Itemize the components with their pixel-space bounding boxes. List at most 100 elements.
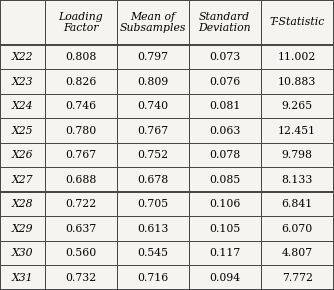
- Bar: [189, 118, 261, 143]
- Text: 0.705: 0.705: [137, 199, 168, 209]
- Text: 8.133: 8.133: [282, 175, 313, 185]
- Text: 0.094: 0.094: [209, 273, 240, 283]
- Text: X25: X25: [12, 126, 33, 136]
- Bar: [189, 70, 261, 94]
- Text: 0.078: 0.078: [209, 150, 240, 160]
- Text: 0.678: 0.678: [137, 175, 168, 185]
- Text: 0.637: 0.637: [65, 224, 97, 234]
- Text: 0.545: 0.545: [137, 248, 168, 258]
- Text: X24: X24: [12, 101, 33, 111]
- Bar: [189, 266, 261, 290]
- Text: X31: X31: [12, 273, 33, 283]
- Bar: [45, 216, 117, 241]
- Text: X26: X26: [12, 150, 33, 160]
- Text: T-Statistic: T-Statistic: [270, 17, 325, 28]
- Bar: [117, 45, 189, 70]
- Text: 4.807: 4.807: [282, 248, 313, 258]
- Text: 9.798: 9.798: [282, 150, 313, 160]
- Bar: [45, 192, 117, 216]
- Bar: [189, 241, 261, 266]
- Bar: [45, 94, 117, 118]
- Bar: [117, 168, 189, 192]
- Bar: [45, 143, 117, 168]
- Bar: [117, 216, 189, 241]
- Text: 7.772: 7.772: [282, 273, 313, 283]
- Text: Standard
Deviation: Standard Deviation: [198, 12, 251, 33]
- Text: X30: X30: [12, 248, 33, 258]
- Bar: [0, 168, 45, 192]
- Text: 0.752: 0.752: [137, 150, 168, 160]
- Bar: [261, 0, 334, 45]
- Bar: [117, 266, 189, 290]
- Text: 0.740: 0.740: [137, 101, 168, 111]
- Text: 12.451: 12.451: [278, 126, 316, 136]
- Text: 0.767: 0.767: [137, 126, 168, 136]
- Bar: [261, 241, 334, 266]
- Text: 0.688: 0.688: [65, 175, 97, 185]
- Text: 6.841: 6.841: [282, 199, 313, 209]
- Bar: [261, 168, 334, 192]
- Text: X27: X27: [12, 175, 33, 185]
- Text: 0.117: 0.117: [209, 248, 240, 258]
- Text: 0.732: 0.732: [65, 273, 97, 283]
- Text: 0.716: 0.716: [137, 273, 168, 283]
- Text: Loading
Factor: Loading Factor: [59, 12, 103, 33]
- Text: X28: X28: [12, 199, 33, 209]
- Text: 0.081: 0.081: [209, 101, 240, 111]
- Bar: [45, 168, 117, 192]
- Text: 11.002: 11.002: [278, 52, 316, 62]
- Bar: [0, 192, 45, 216]
- Bar: [261, 94, 334, 118]
- Text: 0.808: 0.808: [65, 52, 97, 62]
- Text: 0.613: 0.613: [137, 224, 168, 234]
- Text: 0.746: 0.746: [65, 101, 97, 111]
- Text: 0.809: 0.809: [137, 77, 168, 87]
- Bar: [0, 94, 45, 118]
- Bar: [117, 94, 189, 118]
- Bar: [45, 266, 117, 290]
- Bar: [189, 192, 261, 216]
- Text: 0.722: 0.722: [65, 199, 97, 209]
- Bar: [117, 192, 189, 216]
- Bar: [117, 118, 189, 143]
- Text: 0.797: 0.797: [137, 52, 168, 62]
- Text: 6.070: 6.070: [282, 224, 313, 234]
- Text: 0.076: 0.076: [209, 77, 240, 87]
- Bar: [261, 70, 334, 94]
- Text: X29: X29: [12, 224, 33, 234]
- Bar: [45, 70, 117, 94]
- Text: X22: X22: [12, 52, 33, 62]
- Bar: [0, 118, 45, 143]
- Text: 0.780: 0.780: [65, 126, 97, 136]
- Bar: [45, 45, 117, 70]
- Bar: [0, 241, 45, 266]
- Bar: [189, 216, 261, 241]
- Bar: [261, 45, 334, 70]
- Bar: [261, 216, 334, 241]
- Bar: [45, 0, 117, 45]
- Bar: [117, 0, 189, 45]
- Text: 0.105: 0.105: [209, 224, 240, 234]
- Text: 0.560: 0.560: [65, 248, 97, 258]
- Bar: [0, 266, 45, 290]
- Bar: [261, 118, 334, 143]
- Bar: [45, 241, 117, 266]
- Text: 0.063: 0.063: [209, 126, 240, 136]
- Bar: [189, 0, 261, 45]
- Bar: [0, 45, 45, 70]
- Bar: [0, 0, 45, 45]
- Bar: [117, 241, 189, 266]
- Bar: [261, 143, 334, 168]
- Bar: [189, 94, 261, 118]
- Text: Mean of
Subsamples: Mean of Subsamples: [120, 12, 186, 33]
- Text: 0.073: 0.073: [209, 52, 240, 62]
- Bar: [117, 143, 189, 168]
- Bar: [0, 143, 45, 168]
- Bar: [189, 143, 261, 168]
- Text: 0.826: 0.826: [65, 77, 97, 87]
- Bar: [189, 45, 261, 70]
- Text: 0.085: 0.085: [209, 175, 240, 185]
- Bar: [189, 168, 261, 192]
- Bar: [261, 266, 334, 290]
- Text: 9.265: 9.265: [282, 101, 313, 111]
